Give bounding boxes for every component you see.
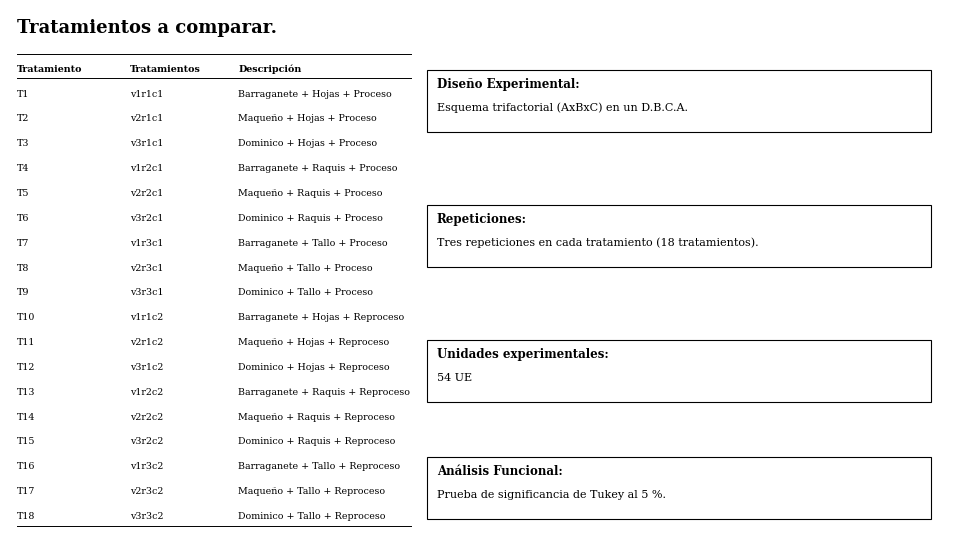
Text: T5: T5 [17,189,30,198]
Text: Dominico + Tallo + Proceso: Dominico + Tallo + Proceso [238,288,373,298]
Text: T17: T17 [17,487,36,496]
Text: Barraganete + Hojas + Reproceso: Barraganete + Hojas + Reproceso [238,313,404,322]
Text: v1r1c2: v1r1c2 [130,313,163,322]
FancyBboxPatch shape [427,457,931,519]
Text: Dominico + Tallo + Reproceso: Dominico + Tallo + Reproceso [238,512,386,521]
Text: Análisis Funcional:: Análisis Funcional: [437,465,563,478]
Text: Maqueño + Raquis + Reproceso: Maqueño + Raquis + Reproceso [238,413,396,422]
Text: Repeticiones:: Repeticiones: [437,213,527,226]
Text: Barraganete + Raquis + Reproceso: Barraganete + Raquis + Reproceso [238,388,410,397]
Text: Dominico + Hojas + Reproceso: Dominico + Hojas + Reproceso [238,363,390,372]
FancyBboxPatch shape [427,205,931,267]
Text: Diseño Experimental:: Diseño Experimental: [437,78,580,91]
Text: Dominico + Raquis + Reproceso: Dominico + Raquis + Reproceso [238,437,396,447]
Text: T12: T12 [17,363,36,372]
Text: T16: T16 [17,462,36,471]
Text: Maqueño + Hojas + Reproceso: Maqueño + Hojas + Reproceso [238,338,390,347]
Text: v1r3c1: v1r3c1 [130,239,163,248]
Text: Tratamiento: Tratamiento [17,65,83,74]
Text: T13: T13 [17,388,36,397]
Text: v1r1c1: v1r1c1 [130,90,163,99]
Text: v3r2c2: v3r2c2 [130,437,163,447]
Text: T4: T4 [17,164,30,173]
Text: T1: T1 [17,90,30,99]
Text: 54 UE: 54 UE [437,373,472,383]
Text: Dominico + Hojas + Proceso: Dominico + Hojas + Proceso [238,139,377,148]
Text: T15: T15 [17,437,36,447]
Text: Esquema trifactorial (AxBxC) en un D.B.C.A.: Esquema trifactorial (AxBxC) en un D.B.C… [437,103,687,113]
Text: T9: T9 [17,288,30,298]
Text: Barraganete + Raquis + Proceso: Barraganete + Raquis + Proceso [238,164,397,173]
Text: T7: T7 [17,239,30,248]
Text: T14: T14 [17,413,36,422]
Text: Tratamientos a comparar.: Tratamientos a comparar. [17,19,277,37]
Text: Prueba de significancia de Tukey al 5 %.: Prueba de significancia de Tukey al 5 %. [437,490,666,500]
Text: v3r3c1: v3r3c1 [130,288,163,298]
Text: Unidades experimentales:: Unidades experimentales: [437,348,609,361]
FancyBboxPatch shape [427,70,931,132]
Text: T10: T10 [17,313,36,322]
Text: v3r1c1: v3r1c1 [130,139,163,148]
Text: T2: T2 [17,114,30,124]
Text: T8: T8 [17,264,30,273]
Text: v2r3c1: v2r3c1 [130,264,163,273]
Text: Maqueño + Tallo + Reproceso: Maqueño + Tallo + Reproceso [238,487,385,496]
Text: Tres repeticiones en cada tratamiento (18 tratamientos).: Tres repeticiones en cada tratamiento (1… [437,238,758,248]
Text: v2r1c2: v2r1c2 [130,338,163,347]
Text: T11: T11 [17,338,36,347]
Text: v3r1c2: v3r1c2 [130,363,163,372]
Text: v1r3c2: v1r3c2 [130,462,163,471]
Text: Maqueño + Raquis + Proceso: Maqueño + Raquis + Proceso [238,189,383,198]
Text: v2r1c1: v2r1c1 [130,114,163,124]
Text: Tratamientos: Tratamientos [130,65,201,74]
Text: Barraganete + Tallo + Proceso: Barraganete + Tallo + Proceso [238,239,388,248]
Text: v2r2c1: v2r2c1 [130,189,163,198]
Text: v3r3c2: v3r3c2 [130,512,163,521]
Text: Barraganete + Tallo + Reproceso: Barraganete + Tallo + Reproceso [238,462,400,471]
Text: v3r2c1: v3r2c1 [130,214,163,223]
Text: v2r2c2: v2r2c2 [130,413,163,422]
Text: Barraganete + Hojas + Proceso: Barraganete + Hojas + Proceso [238,90,392,99]
Text: v1r2c2: v1r2c2 [130,388,163,397]
Text: Maqueño + Hojas + Proceso: Maqueño + Hojas + Proceso [238,114,377,124]
Text: T6: T6 [17,214,30,223]
Text: Descripción: Descripción [238,65,301,75]
FancyBboxPatch shape [427,340,931,402]
Text: Maqueño + Tallo + Proceso: Maqueño + Tallo + Proceso [238,264,372,273]
Text: v1r2c1: v1r2c1 [130,164,163,173]
Text: v2r3c2: v2r3c2 [130,487,163,496]
Text: Dominico + Raquis + Proceso: Dominico + Raquis + Proceso [238,214,383,223]
Text: T18: T18 [17,512,36,521]
Text: T3: T3 [17,139,30,148]
